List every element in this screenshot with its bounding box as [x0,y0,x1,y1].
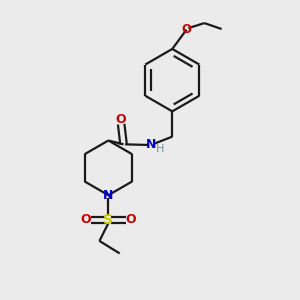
Text: N: N [146,138,156,152]
Text: O: O [126,213,136,226]
Text: H: H [156,143,164,154]
Text: O: O [80,213,91,226]
Text: O: O [116,113,127,126]
Text: S: S [103,212,113,226]
Text: N: N [103,189,114,202]
Text: O: O [182,23,192,36]
